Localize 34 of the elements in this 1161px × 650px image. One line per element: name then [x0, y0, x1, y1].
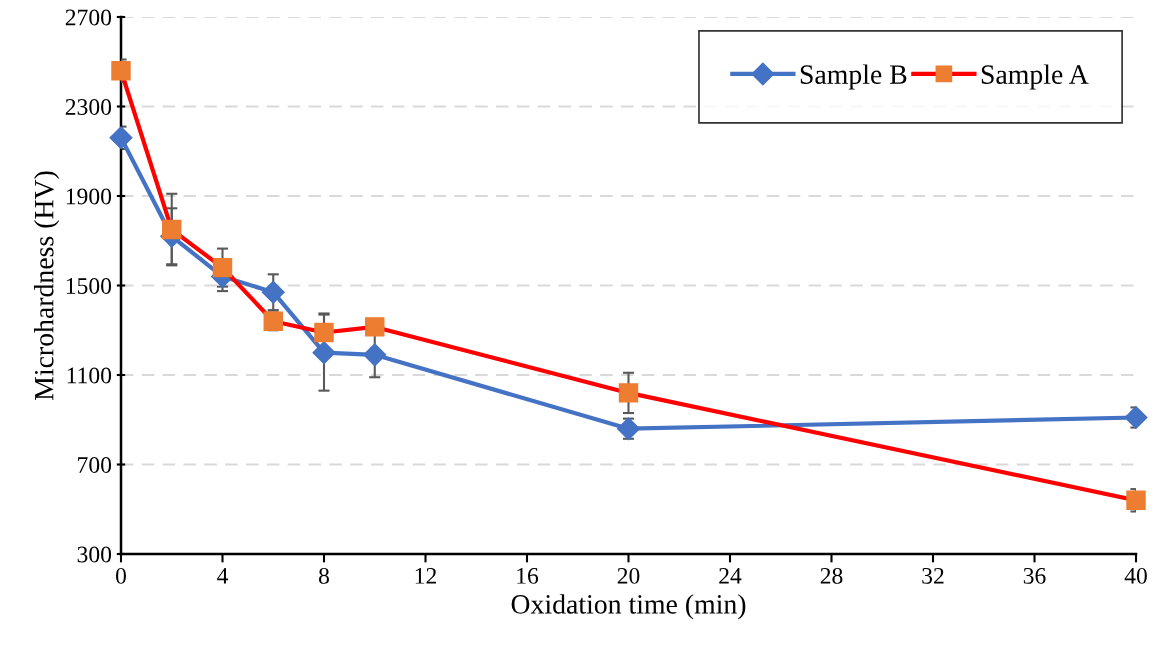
point: [111, 60, 131, 81]
x-tick-label: 36: [1023, 567, 1046, 584]
x-tick-label: 8: [319, 567, 329, 584]
y-tick-label: 2300: [65, 98, 112, 115]
x-tick-label: 4: [217, 568, 229, 584]
point: [312, 341, 336, 365]
point: [109, 126, 133, 150]
y-tick-label: 2700: [65, 9, 112, 26]
y-tick-label: 300: [77, 546, 112, 563]
x-tick-label: 24: [719, 567, 742, 584]
x-tick-label: 32: [922, 567, 944, 584]
x-tick-label: 20: [617, 567, 640, 584]
point: [1126, 490, 1146, 511]
point: [212, 257, 233, 278]
y-tick-label: 1500: [66, 277, 112, 294]
x-tick-label: 40: [1124, 567, 1147, 584]
point: [314, 322, 334, 343]
x-tick-label: 0: [116, 567, 126, 584]
point: [363, 343, 387, 367]
legend-label: Sample A: [981, 64, 1089, 90]
y-tick-label: 1100: [67, 367, 112, 384]
point: [261, 280, 285, 304]
x-tick-label: 12: [415, 567, 436, 584]
point: [365, 317, 385, 337]
legend-label: Sample B: [800, 64, 907, 90]
x-axis-title: Oxidation time (min): [511, 594, 746, 620]
y-axis-title: Microhardness (HV): [34, 171, 60, 401]
y-tick-label: 1900: [66, 188, 112, 205]
point: [162, 219, 182, 240]
x-tick-label: 28: [820, 567, 843, 584]
point: [618, 383, 639, 403]
point: [1124, 406, 1148, 430]
y-tick-label: 700: [78, 456, 112, 473]
x-tick-label: 16: [517, 567, 539, 584]
